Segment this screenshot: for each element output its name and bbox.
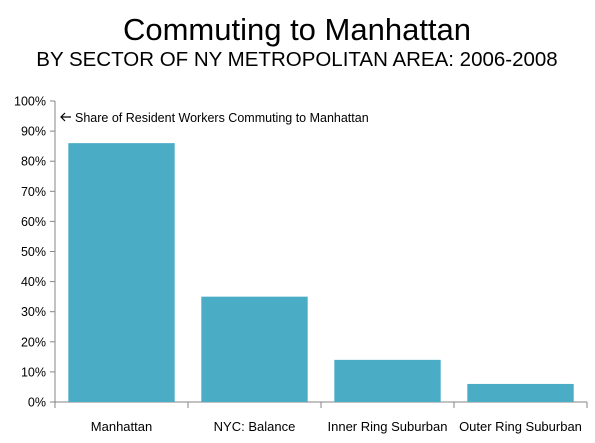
x-tick-label: Inner Ring Suburban	[328, 419, 448, 434]
y-tick-label: 10%	[21, 365, 46, 379]
y-tick-label: 20%	[21, 335, 46, 349]
annotation-text: Share of Resident Workers Commuting to M…	[75, 111, 369, 125]
x-tick-label: Manhattan	[91, 419, 152, 434]
bar	[68, 143, 175, 402]
bar	[467, 383, 574, 402]
y-tick-label: 90%	[21, 125, 46, 139]
annotation: Share of Resident Workers Commuting to M…	[60, 111, 369, 125]
bar	[334, 359, 441, 402]
x-tick-label: Outer Ring Suburban	[459, 419, 582, 434]
y-tick-label: 0%	[28, 396, 46, 410]
x-axis-labels: Manhattan NYC: Balance Inner Ring Suburban…	[91, 419, 582, 434]
chart-subtitle: BY SECTOR OF NY METROPOLITAN AREA: 2006-…	[36, 48, 557, 71]
y-axis-ticks: 0% 10% 20% 30% 40% 50% 60% 70% 80% 90% 100%	[14, 95, 55, 410]
bar	[201, 296, 308, 402]
y-tick-label: 50%	[21, 245, 46, 259]
y-tick-label: 30%	[21, 305, 46, 319]
arrow-left-icon	[60, 112, 71, 122]
y-tick-label: 60%	[21, 215, 46, 229]
bars	[68, 143, 574, 402]
y-tick-label: 80%	[21, 155, 46, 169]
y-tick-label: 100%	[14, 95, 46, 109]
y-tick-label: 40%	[21, 275, 46, 289]
x-tick-label: NYC: Balance	[214, 419, 296, 434]
y-tick-label: 70%	[21, 185, 46, 199]
chart-title: Commuting to Manhattan	[123, 12, 471, 47]
